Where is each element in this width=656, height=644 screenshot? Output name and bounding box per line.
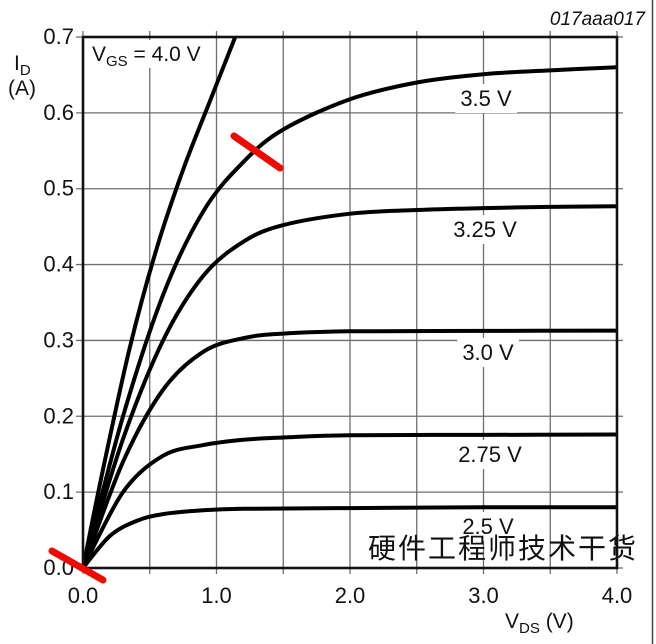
red-slash-annotation bbox=[230, 132, 284, 172]
red-slash-annotation bbox=[48, 547, 107, 584]
curve-label-bg bbox=[455, 84, 518, 113]
y-axis-symbol: ID bbox=[14, 52, 31, 79]
y-tick-label: 0.6 bbox=[43, 100, 74, 125]
x-tick-label: 4.0 bbox=[602, 583, 633, 608]
figure-id: 017aaa017 bbox=[550, 9, 647, 30]
curve-vgs-3.5-v bbox=[83, 65, 617, 568]
plot-border bbox=[81, 35, 619, 570]
curve-label: 2.75 V bbox=[458, 442, 522, 467]
curve-label-bg bbox=[457, 338, 520, 367]
y-tick-label: 0.3 bbox=[43, 327, 74, 352]
x-axis-label: VDS (V) bbox=[505, 610, 574, 637]
x-tick-label: 3.0 bbox=[468, 583, 499, 608]
curve-label: 3.0 V bbox=[462, 340, 514, 365]
gate-voltage-label: VGS = 4.0 V bbox=[86, 40, 210, 70]
y-tick-label: 0.5 bbox=[43, 176, 74, 201]
y-tick-label: 0.4 bbox=[43, 252, 74, 277]
curve-label: 3.5 V bbox=[460, 86, 512, 111]
gridlines bbox=[76, 31, 623, 574]
y-tick-label: 0.7 bbox=[43, 24, 74, 49]
curve-label: 3.25 V bbox=[453, 217, 517, 242]
curves bbox=[83, 37, 617, 568]
curve-vgs-4.0-v bbox=[83, 37, 238, 568]
y-axis-unit: (A) bbox=[8, 77, 36, 100]
y-tick-label: 0.1 bbox=[43, 479, 74, 504]
curve-label-bg bbox=[457, 512, 520, 541]
x-tick-label: 1.0 bbox=[201, 583, 232, 608]
curve-label-bg bbox=[453, 440, 528, 469]
curve-vgs-3.0-v bbox=[83, 328, 617, 568]
curve-vgs-2.5-v bbox=[83, 505, 617, 568]
watermark-text: 硬件工程师技术干货 bbox=[368, 533, 638, 564]
curve-vgs-3.25-v bbox=[83, 204, 617, 568]
curve-labels: 3.5 V 3.25 V 3.0 V 2.75 V 2.5 V bbox=[448, 84, 528, 541]
y-tick-label: 0.2 bbox=[43, 403, 74, 428]
x-tick-label: 0.0 bbox=[68, 583, 99, 608]
x-tick-label: 2.0 bbox=[335, 583, 366, 608]
curve-vgs-2.75-v bbox=[83, 432, 617, 568]
gate-voltage-label-bg bbox=[86, 40, 210, 68]
curve-label-bg bbox=[448, 215, 523, 244]
curve-label: 2.5 V bbox=[462, 514, 514, 539]
y-axis-label: ID (A) bbox=[8, 52, 36, 100]
gate-voltage-label-text: VGS = 4.0 V bbox=[92, 43, 201, 70]
tick-labels: 0.0 1.0 2.0 3.0 4.00.00.10.20.30.40.50.60.7 bbox=[43, 24, 632, 608]
red-annotations bbox=[48, 132, 284, 584]
